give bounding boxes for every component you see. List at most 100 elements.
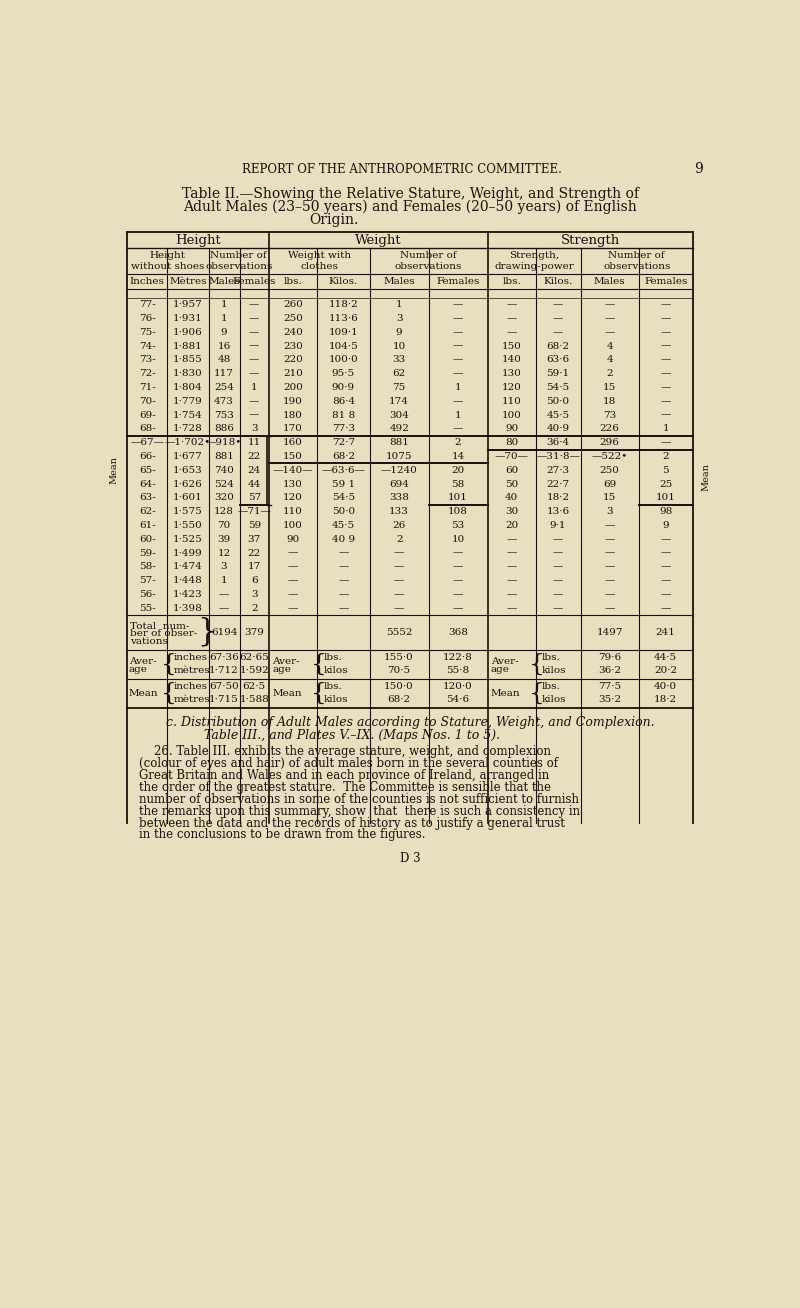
Text: 70·5: 70·5 (387, 666, 410, 675)
Text: 69-: 69- (139, 411, 156, 420)
Text: lbs.: lbs. (502, 277, 521, 286)
Text: —: — (453, 576, 463, 585)
Text: 1·601: 1·601 (173, 493, 203, 502)
Text: 1·499: 1·499 (173, 548, 203, 557)
Text: —: — (604, 314, 614, 323)
Text: 133: 133 (390, 508, 409, 517)
Text: —: — (506, 548, 517, 557)
Text: 120·0: 120·0 (443, 683, 473, 691)
Text: lbs.: lbs. (542, 653, 561, 662)
Text: 71-: 71- (139, 383, 156, 392)
Text: —: — (604, 562, 614, 572)
Text: Strength: Strength (561, 234, 620, 247)
Text: —: — (553, 590, 563, 599)
Text: 58: 58 (451, 480, 465, 489)
Text: 27·3: 27·3 (546, 466, 570, 475)
Text: mètres: mètres (174, 696, 210, 704)
Text: —: — (453, 328, 463, 337)
Text: 1075: 1075 (386, 453, 413, 460)
Text: 10: 10 (451, 535, 465, 544)
Text: 63·6: 63·6 (546, 356, 570, 365)
Text: 304: 304 (390, 411, 409, 420)
Text: —: — (249, 396, 259, 405)
Text: —67—: —67— (130, 438, 164, 447)
Text: 117: 117 (214, 369, 234, 378)
Text: 20: 20 (451, 466, 465, 475)
Text: 101: 101 (656, 493, 676, 502)
Text: 230: 230 (283, 341, 303, 351)
Text: 57-: 57- (139, 576, 156, 585)
Text: 18·2: 18·2 (546, 493, 570, 502)
Text: age: age (129, 664, 147, 674)
Text: 1·957: 1·957 (173, 301, 203, 309)
Text: 740: 740 (214, 466, 234, 475)
Text: —: — (453, 301, 463, 309)
Text: 1·653: 1·653 (173, 466, 203, 475)
Text: 170: 170 (283, 424, 303, 433)
Text: 72-: 72- (139, 369, 156, 378)
Text: —70—: —70— (494, 453, 529, 460)
Text: 60-: 60- (139, 535, 156, 544)
Text: {: { (310, 683, 326, 705)
Text: 64-: 64- (139, 480, 156, 489)
Text: 320: 320 (214, 493, 234, 502)
Text: 68·2: 68·2 (387, 696, 410, 704)
Text: D 3: D 3 (400, 852, 420, 865)
Text: —: — (661, 383, 671, 392)
Text: REPORT OF THE ANTHROPOMETRIC COMMITTEE.: REPORT OF THE ANTHROPOMETRIC COMMITTEE. (242, 162, 562, 175)
Text: 200: 200 (283, 383, 303, 392)
Text: c. Distribution of Adult Males according to Stature, Weight, and Complexion.: c. Distribution of Adult Males according… (166, 715, 654, 729)
Text: 40·9: 40·9 (546, 424, 570, 433)
Text: —: — (338, 604, 349, 612)
Text: —: — (506, 604, 517, 612)
Text: 6: 6 (251, 576, 258, 585)
Text: 68·2: 68·2 (546, 341, 570, 351)
Text: 9: 9 (221, 328, 227, 337)
Text: 1: 1 (662, 424, 669, 433)
Text: Height
without shoes: Height without shoes (131, 251, 205, 271)
Text: 1: 1 (221, 576, 227, 585)
Text: 67·36: 67·36 (209, 653, 239, 662)
Text: 100: 100 (283, 521, 303, 530)
Text: Inches: Inches (130, 277, 165, 286)
Text: 76-: 76- (139, 314, 156, 323)
Text: —: — (604, 535, 614, 544)
Text: 37: 37 (248, 535, 261, 544)
Text: 881: 881 (390, 438, 409, 447)
Text: —: — (661, 548, 671, 557)
Text: 240: 240 (283, 328, 303, 337)
Text: —140—: —140— (273, 466, 314, 475)
Text: 63-: 63- (139, 493, 156, 502)
Text: —: — (661, 328, 671, 337)
Text: inches: inches (174, 683, 208, 691)
Text: 98: 98 (659, 508, 672, 517)
Text: (colour of eyes and hair) of adult males born in the several counties of: (colour of eyes and hair) of adult males… (138, 757, 558, 770)
Text: 120: 120 (502, 383, 522, 392)
Text: —: — (604, 328, 614, 337)
Text: 220: 220 (283, 356, 303, 365)
Text: {: { (161, 683, 177, 705)
Text: 694: 694 (390, 480, 409, 489)
Text: —522•: —522• (591, 453, 628, 460)
Text: 1·550: 1·550 (173, 521, 203, 530)
Text: —: — (394, 590, 404, 599)
Text: 1·906: 1·906 (173, 328, 203, 337)
Text: 60: 60 (505, 466, 518, 475)
Text: Adult Males (23–50 years) and Females (20–50 years) of English: Adult Males (23–50 years) and Females (2… (183, 200, 637, 215)
Text: Aver-: Aver- (129, 657, 156, 666)
Text: between the data and the records of history as to justify a general trust: between the data and the records of hist… (138, 816, 565, 829)
Text: 886: 886 (214, 424, 234, 433)
Text: —: — (288, 604, 298, 612)
Text: Number of
observations: Number of observations (603, 251, 670, 271)
Text: Mean: Mean (129, 689, 158, 698)
Text: 2: 2 (662, 453, 669, 460)
Text: —: — (453, 356, 463, 365)
Text: —: — (249, 341, 259, 351)
Text: —: — (453, 396, 463, 405)
Text: 753: 753 (214, 411, 234, 420)
Text: —: — (288, 590, 298, 599)
Text: —: — (661, 341, 671, 351)
Text: —: — (553, 314, 563, 323)
Text: age: age (490, 664, 510, 674)
Text: 14: 14 (451, 453, 465, 460)
